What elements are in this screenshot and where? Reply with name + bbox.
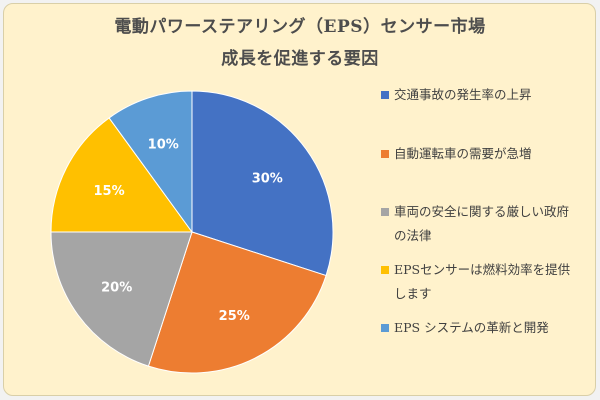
pie-slice — [147, 231, 327, 374]
legend-swatch — [381, 91, 389, 99]
legend-swatch — [381, 324, 389, 332]
legend-item: 交通事故の発生率の上昇 — [381, 83, 581, 107]
legend-item: EPSセンサーは燃料効率を提供します — [381, 258, 581, 306]
legend-item: 車両の安全に関する厳しい政府の法律 — [381, 200, 581, 248]
slice-data-label: 15% — [94, 184, 125, 199]
pie-slice — [108, 90, 193, 234]
pie-slice — [50, 231, 193, 367]
chart-title: 電動パワーステアリング（EPS）センサー市場 — [114, 17, 486, 37]
legend-swatch — [381, 266, 389, 274]
slice-data-label: 30% — [252, 171, 283, 186]
legend-label: EPS システムの革新と開発 — [394, 320, 549, 335]
slice-data-label: 25% — [219, 309, 250, 324]
legend-label: EPSセンサーは燃料効率を提供します — [394, 262, 571, 301]
pie-slice — [50, 117, 193, 233]
legend-swatch — [381, 208, 389, 216]
legend-swatch — [381, 150, 389, 158]
legend-item: EPS システムの革新と開発 — [381, 316, 581, 340]
legend-label: 車両の安全に関する厳しい政府の法律 — [394, 204, 570, 243]
chart-subtitle: 成長を促進する要因 — [221, 49, 379, 69]
legend-label: 自動運転車の需要が急増 — [394, 146, 532, 161]
pie-slice — [191, 90, 334, 277]
slice-data-label: 10% — [148, 137, 179, 152]
slice-data-label: 20% — [101, 281, 132, 296]
legend-item: 自動運転車の需要が急増 — [381, 142, 581, 166]
legend-label: 交通事故の発生率の上昇 — [394, 87, 532, 102]
